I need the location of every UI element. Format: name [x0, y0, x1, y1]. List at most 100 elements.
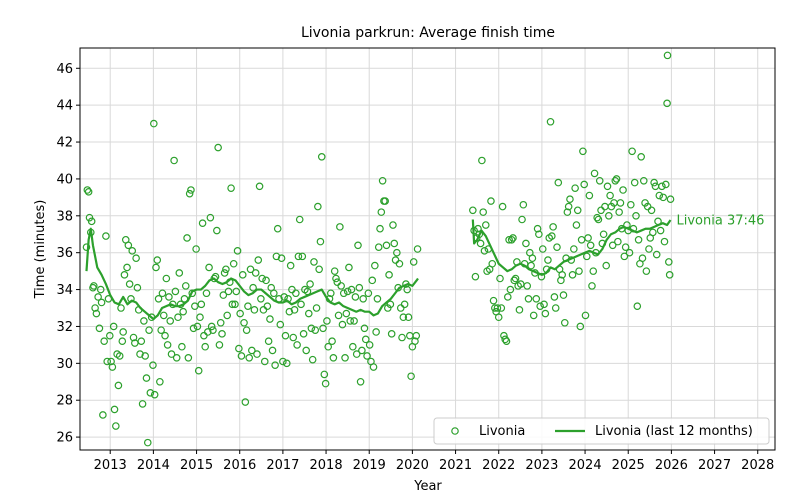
- data-point: [333, 278, 342, 286]
- data-point: [96, 285, 105, 294]
- data-point: [137, 337, 146, 346]
- data-point: [576, 322, 585, 331]
- data-point: [308, 355, 317, 364]
- data-point: [489, 296, 498, 305]
- chart-title: Livonia parkrun: Average finish time: [301, 25, 555, 41]
- data-point: [533, 224, 542, 233]
- data-point: [368, 276, 377, 285]
- data-point: [620, 252, 629, 261]
- data-point: [666, 195, 675, 204]
- data-point: [99, 411, 107, 419]
- data-point: [541, 309, 550, 318]
- data-point: [165, 293, 173, 301]
- y-tick-label: 40: [56, 172, 73, 187]
- data-point: [559, 291, 568, 299]
- data-point: [479, 208, 487, 216]
- data-point: [601, 202, 609, 211]
- data-point: [347, 285, 356, 294]
- end-label: Livonia 37:46: [677, 214, 765, 229]
- data-point: [510, 276, 519, 285]
- data-point: [198, 219, 207, 227]
- data-point: [395, 259, 404, 268]
- data-point: [191, 302, 199, 310]
- data-point: [350, 317, 358, 325]
- data-point: [293, 341, 301, 349]
- data-point: [185, 189, 194, 198]
- data-point: [321, 379, 330, 388]
- data-point: [285, 307, 294, 316]
- data-point: [118, 337, 127, 346]
- data-point: [219, 291, 228, 299]
- x-tick-label: 2022: [482, 458, 515, 473]
- x-tick-label: 2025: [612, 458, 645, 473]
- data-point: [244, 302, 252, 310]
- data-point: [189, 324, 198, 333]
- data-point: [595, 176, 604, 185]
- x-tick-label: 2019: [353, 458, 386, 473]
- data-point: [568, 271, 577, 279]
- data-point: [254, 256, 263, 264]
- data-point: [193, 322, 202, 331]
- data-point: [651, 182, 660, 191]
- data-point: [163, 341, 172, 349]
- data-point: [273, 224, 282, 233]
- data-point: [222, 265, 230, 274]
- data-point: [469, 206, 477, 215]
- data-point: [90, 282, 98, 290]
- data-point: [393, 248, 401, 257]
- data-point: [320, 370, 329, 379]
- data-point: [83, 186, 92, 194]
- data-point: [632, 212, 640, 220]
- data-point: [524, 294, 533, 303]
- data-point: [536, 302, 544, 310]
- data-point: [338, 320, 347, 329]
- data-point: [250, 306, 259, 314]
- data-point: [494, 313, 503, 322]
- data-point: [496, 274, 504, 283]
- data-point: [381, 197, 390, 205]
- data-point: [114, 381, 123, 390]
- data-point: [502, 337, 511, 346]
- legend-marker-scatter: [451, 427, 459, 435]
- data-point: [290, 306, 299, 314]
- data-point: [560, 318, 569, 327]
- data-point: [304, 309, 313, 318]
- data-point: [579, 147, 587, 156]
- data-point: [505, 235, 513, 244]
- data-point: [665, 271, 674, 279]
- data-point: [156, 377, 164, 386]
- data-point: [142, 374, 151, 382]
- data-point: [302, 346, 311, 355]
- data-point: [213, 226, 221, 235]
- data-point: [360, 324, 369, 333]
- data-point: [200, 331, 208, 340]
- data-point: [128, 247, 137, 255]
- data-point: [240, 318, 248, 327]
- data-point: [314, 202, 322, 211]
- data-point: [412, 331, 421, 340]
- data-point: [310, 258, 318, 266]
- data-point: [398, 333, 406, 342]
- data-point: [188, 289, 197, 298]
- data-point: [391, 256, 400, 264]
- data-point: [110, 405, 119, 414]
- data-point: [224, 287, 233, 296]
- data-point: [611, 176, 620, 185]
- data-point: [317, 153, 326, 161]
- data-point: [364, 289, 373, 298]
- data-point: [233, 247, 242, 255]
- data-point: [231, 300, 239, 309]
- data-point: [311, 326, 320, 334]
- data-point: [612, 175, 621, 183]
- data-point: [515, 306, 524, 314]
- x-tick-label: 2024: [569, 458, 602, 473]
- data-point: [192, 245, 200, 253]
- data-point: [145, 326, 153, 334]
- data-point: [209, 326, 217, 334]
- data-point: [528, 254, 537, 263]
- data-point: [363, 352, 371, 360]
- data-point: [117, 304, 125, 312]
- y-tick-label: 42: [56, 136, 73, 151]
- data-point: [107, 357, 115, 366]
- data-point: [312, 304, 321, 312]
